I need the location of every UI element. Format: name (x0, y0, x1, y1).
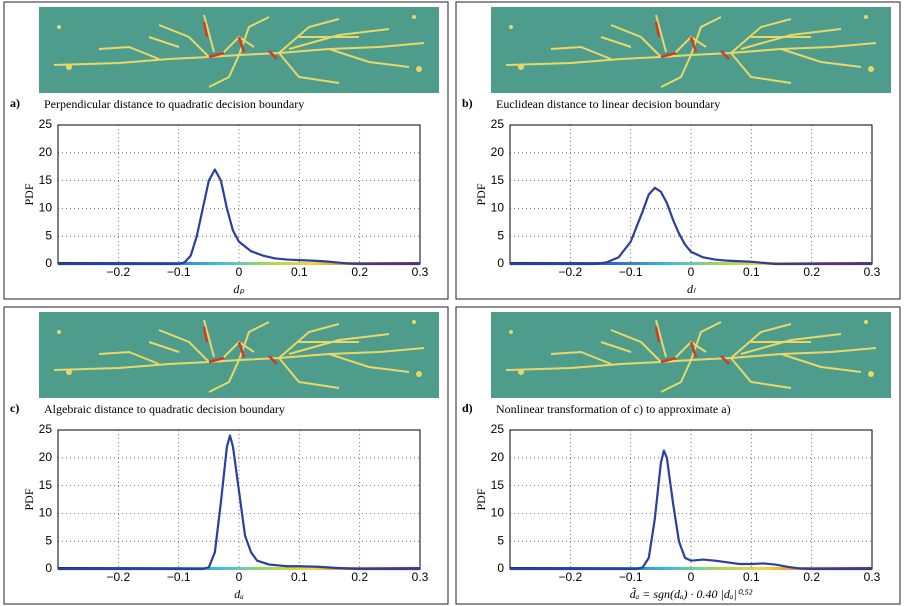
x-tick-label: −0.2 (558, 570, 582, 584)
y-tick-label: 5 (45, 228, 52, 242)
plot-area (58, 430, 420, 569)
x-tick-label: −0.1 (619, 570, 643, 584)
x-axis-label: dₚ (233, 282, 245, 296)
x-tick-label: 0.2 (803, 570, 820, 584)
x-axis-label: dₗ (687, 282, 696, 296)
x-tick-label: 0.1 (743, 570, 760, 584)
panel-label: a) (10, 96, 20, 110)
colorbar (58, 567, 420, 570)
y-tick-label: 10 (39, 506, 53, 520)
x-tick-label: 0 (688, 265, 695, 279)
pdf-curve (58, 168, 420, 266)
pdf-curve (510, 449, 872, 571)
y-axis-label: PDF (474, 488, 488, 510)
x-tick-label: 0.3 (412, 265, 429, 279)
colorbar (58, 262, 420, 265)
panel-border (3, 1, 449, 300)
x-tick-label: 0.2 (803, 265, 820, 279)
x-tick-label: 0 (688, 570, 695, 584)
y-tick-label: 15 (491, 478, 505, 492)
panel-title: Nonlinear transformation of c) to approx… (496, 402, 731, 416)
panel-border (3, 306, 449, 605)
y-tick-label: 0 (45, 561, 52, 575)
panel-label: d) (462, 401, 473, 415)
y-tick-label: 20 (39, 450, 53, 464)
x-tick-label: −0.2 (106, 265, 130, 279)
panel-title: Perpendicular distance to quadratic deci… (44, 97, 304, 111)
specimen-image (38, 312, 440, 398)
y-tick-label: 15 (39, 478, 53, 492)
pdf-curve (510, 186, 872, 266)
x-tick-label: −0.1 (619, 265, 643, 279)
x-tick-label: 0.1 (743, 265, 760, 279)
x-tick-label: 0.3 (412, 570, 429, 584)
x-tick-label: 0 (236, 265, 243, 279)
y-axis-label: PDF (22, 488, 36, 510)
y-tick-label: 20 (491, 450, 505, 464)
x-tick-label: 0.2 (351, 265, 368, 279)
x-tick-label: −0.2 (106, 570, 130, 584)
plot-area (510, 430, 872, 569)
x-tick-label: −0.1 (167, 265, 191, 279)
panel-title: Euclidean distance to linear decision bo… (496, 97, 720, 111)
pdf-curve (58, 434, 420, 571)
x-tick-label: 0 (236, 570, 243, 584)
y-tick-label: 25 (491, 422, 505, 436)
x-tick-label: 0.1 (291, 265, 308, 279)
specimen-image (490, 7, 892, 93)
y-tick-label: 10 (491, 506, 505, 520)
y-tick-label: 10 (491, 201, 505, 215)
y-tick-label: 0 (497, 561, 504, 575)
x-tick-label: 0.2 (351, 570, 368, 584)
x-axis-label: dₐ (234, 587, 244, 601)
x-tick-label: 0.1 (291, 570, 308, 584)
colorbar (510, 262, 872, 265)
x-tick-label: −0.1 (167, 570, 191, 584)
x-tick-label: 0.3 (864, 570, 881, 584)
y-axis-label: PDF (474, 183, 488, 205)
x-tick-label: −0.2 (558, 265, 582, 279)
specimen-image (490, 312, 892, 398)
y-tick-label: 20 (39, 145, 53, 159)
panel-border (455, 306, 901, 605)
panel-label: b) (462, 96, 473, 110)
plot-area (510, 125, 872, 264)
specimen-image (38, 7, 440, 93)
y-tick-label: 5 (45, 533, 52, 547)
y-tick-label: 25 (39, 422, 53, 436)
y-tick-label: 25 (491, 117, 505, 131)
y-tick-label: 15 (39, 173, 53, 187)
y-axis-label: PDF (22, 183, 36, 205)
y-tick-label: 0 (497, 256, 504, 270)
colorbar (510, 567, 872, 570)
y-tick-label: 15 (491, 173, 505, 187)
panel-title: Algebraic distance to quadratic decision… (44, 402, 285, 416)
panel-border (455, 1, 901, 300)
y-tick-label: 20 (491, 145, 505, 159)
y-tick-label: 25 (39, 117, 53, 131)
x-tick-label: 0.3 (864, 265, 881, 279)
y-tick-label: 5 (497, 533, 504, 547)
panel-label: c) (10, 401, 19, 415)
y-tick-label: 5 (497, 228, 504, 242)
y-tick-label: 10 (39, 201, 53, 215)
x-axis-label: d̃ₐ = sgn(dₐ) · 0.40 |dₐ|⁰·⁵² (630, 586, 753, 600)
y-tick-label: 0 (45, 256, 52, 270)
